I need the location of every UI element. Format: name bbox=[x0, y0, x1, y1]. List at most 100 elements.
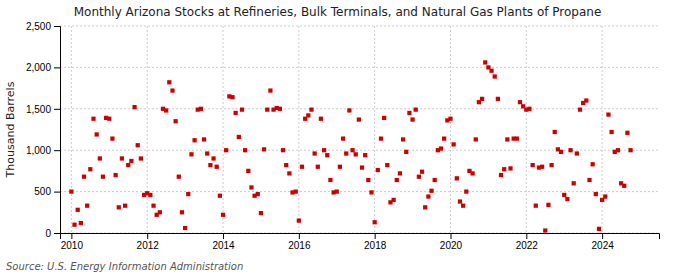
data-point bbox=[234, 111, 238, 115]
y-tick-label: 0 bbox=[45, 228, 51, 239]
x-tick-label: 2020 bbox=[440, 240, 463, 251]
x-tick-mark bbox=[147, 233, 148, 239]
data-point bbox=[202, 137, 206, 141]
x-tick-mark bbox=[450, 233, 451, 239]
y-tick: 500 bbox=[34, 186, 60, 197]
data-point bbox=[382, 116, 386, 120]
data-point bbox=[237, 135, 241, 139]
data-point bbox=[199, 107, 203, 111]
data-point bbox=[410, 117, 414, 121]
points bbox=[69, 60, 632, 232]
data-point bbox=[350, 148, 354, 152]
x-tick: 2020 bbox=[440, 233, 463, 251]
data-point bbox=[120, 156, 124, 160]
data-point bbox=[508, 166, 512, 170]
x-tick-label: 2016 bbox=[288, 240, 311, 251]
data-point bbox=[132, 105, 136, 109]
data-point bbox=[366, 178, 370, 182]
chart-svg: 2010201220142016201820202022202405001,00… bbox=[0, 0, 675, 275]
y-tick: 1,500 bbox=[26, 104, 60, 115]
x-tick: 2018 bbox=[364, 233, 387, 251]
data-point bbox=[101, 175, 105, 179]
data-point bbox=[559, 150, 563, 154]
x-grid-line bbox=[223, 26, 224, 233]
x-grid-line bbox=[374, 26, 375, 233]
data-point bbox=[110, 136, 114, 140]
x-tick-mark bbox=[526, 233, 527, 239]
data-point bbox=[597, 227, 601, 231]
data-point bbox=[183, 226, 187, 230]
data-point bbox=[373, 220, 377, 224]
data-point bbox=[426, 194, 430, 198]
data-point bbox=[117, 205, 121, 209]
data-point bbox=[319, 117, 323, 121]
y-tick-label: 2,500 bbox=[26, 21, 51, 32]
x-axis: 20102012201420162018202020222024 bbox=[61, 233, 660, 251]
data-point bbox=[167, 80, 171, 84]
data-point bbox=[148, 193, 152, 197]
data-point bbox=[385, 163, 389, 167]
data-point bbox=[496, 97, 500, 101]
data-point bbox=[170, 88, 174, 92]
data-point bbox=[423, 205, 427, 209]
data-point bbox=[265, 108, 269, 112]
data-point bbox=[300, 165, 304, 169]
data-point bbox=[322, 148, 326, 152]
data-point bbox=[470, 171, 474, 175]
y-axis: 05001,0001,5002,0002,500 bbox=[26, 21, 61, 239]
data-point bbox=[309, 108, 313, 112]
data-point bbox=[622, 184, 626, 188]
x-tick: 2016 bbox=[288, 233, 311, 251]
data-point bbox=[256, 192, 260, 196]
title: Monthly Arizona Stocks at Refineries, Bu… bbox=[74, 5, 602, 19]
data-point bbox=[123, 204, 127, 208]
data-point bbox=[417, 175, 421, 179]
data-point bbox=[578, 108, 582, 112]
data-point bbox=[398, 171, 402, 175]
data-point bbox=[404, 150, 408, 154]
data-point bbox=[347, 108, 351, 112]
data-point bbox=[306, 113, 310, 117]
data-point bbox=[129, 159, 133, 163]
data-point bbox=[281, 148, 285, 152]
data-point bbox=[126, 163, 130, 167]
x-grid-line bbox=[298, 26, 299, 233]
y-tick-mark bbox=[54, 109, 60, 110]
data-point bbox=[534, 204, 538, 208]
x-tick-mark bbox=[375, 233, 376, 239]
y-tick: 2,000 bbox=[26, 62, 60, 73]
data-point bbox=[325, 153, 329, 157]
data-point bbox=[91, 117, 95, 121]
data-point bbox=[549, 163, 553, 167]
data-point bbox=[379, 136, 383, 140]
data-point bbox=[395, 178, 399, 182]
data-point bbox=[215, 165, 219, 169]
y-tick: 0 bbox=[45, 228, 60, 239]
data-point bbox=[568, 148, 572, 152]
data-point bbox=[136, 143, 140, 147]
y-grid-line bbox=[60, 67, 659, 68]
data-point bbox=[591, 162, 595, 166]
data-point bbox=[616, 148, 620, 152]
data-point bbox=[85, 204, 89, 208]
data-point bbox=[527, 107, 531, 111]
data-point bbox=[489, 69, 493, 73]
data-point bbox=[297, 218, 301, 222]
data-point bbox=[268, 88, 272, 92]
y-grid-line bbox=[60, 191, 659, 192]
data-point bbox=[338, 165, 342, 169]
data-point bbox=[442, 136, 446, 140]
data-point bbox=[518, 100, 522, 104]
data-point bbox=[553, 130, 557, 134]
data-point bbox=[107, 117, 111, 121]
data-point bbox=[98, 156, 102, 160]
data-point bbox=[499, 173, 503, 177]
data-point bbox=[328, 178, 332, 182]
data-point bbox=[151, 204, 155, 208]
x-tick-mark bbox=[602, 233, 603, 239]
x-tick-label: 2024 bbox=[592, 240, 615, 251]
y-tick-mark bbox=[54, 192, 60, 193]
x-tick: 2024 bbox=[592, 233, 615, 251]
data-point bbox=[313, 151, 317, 155]
data-point bbox=[174, 119, 178, 123]
